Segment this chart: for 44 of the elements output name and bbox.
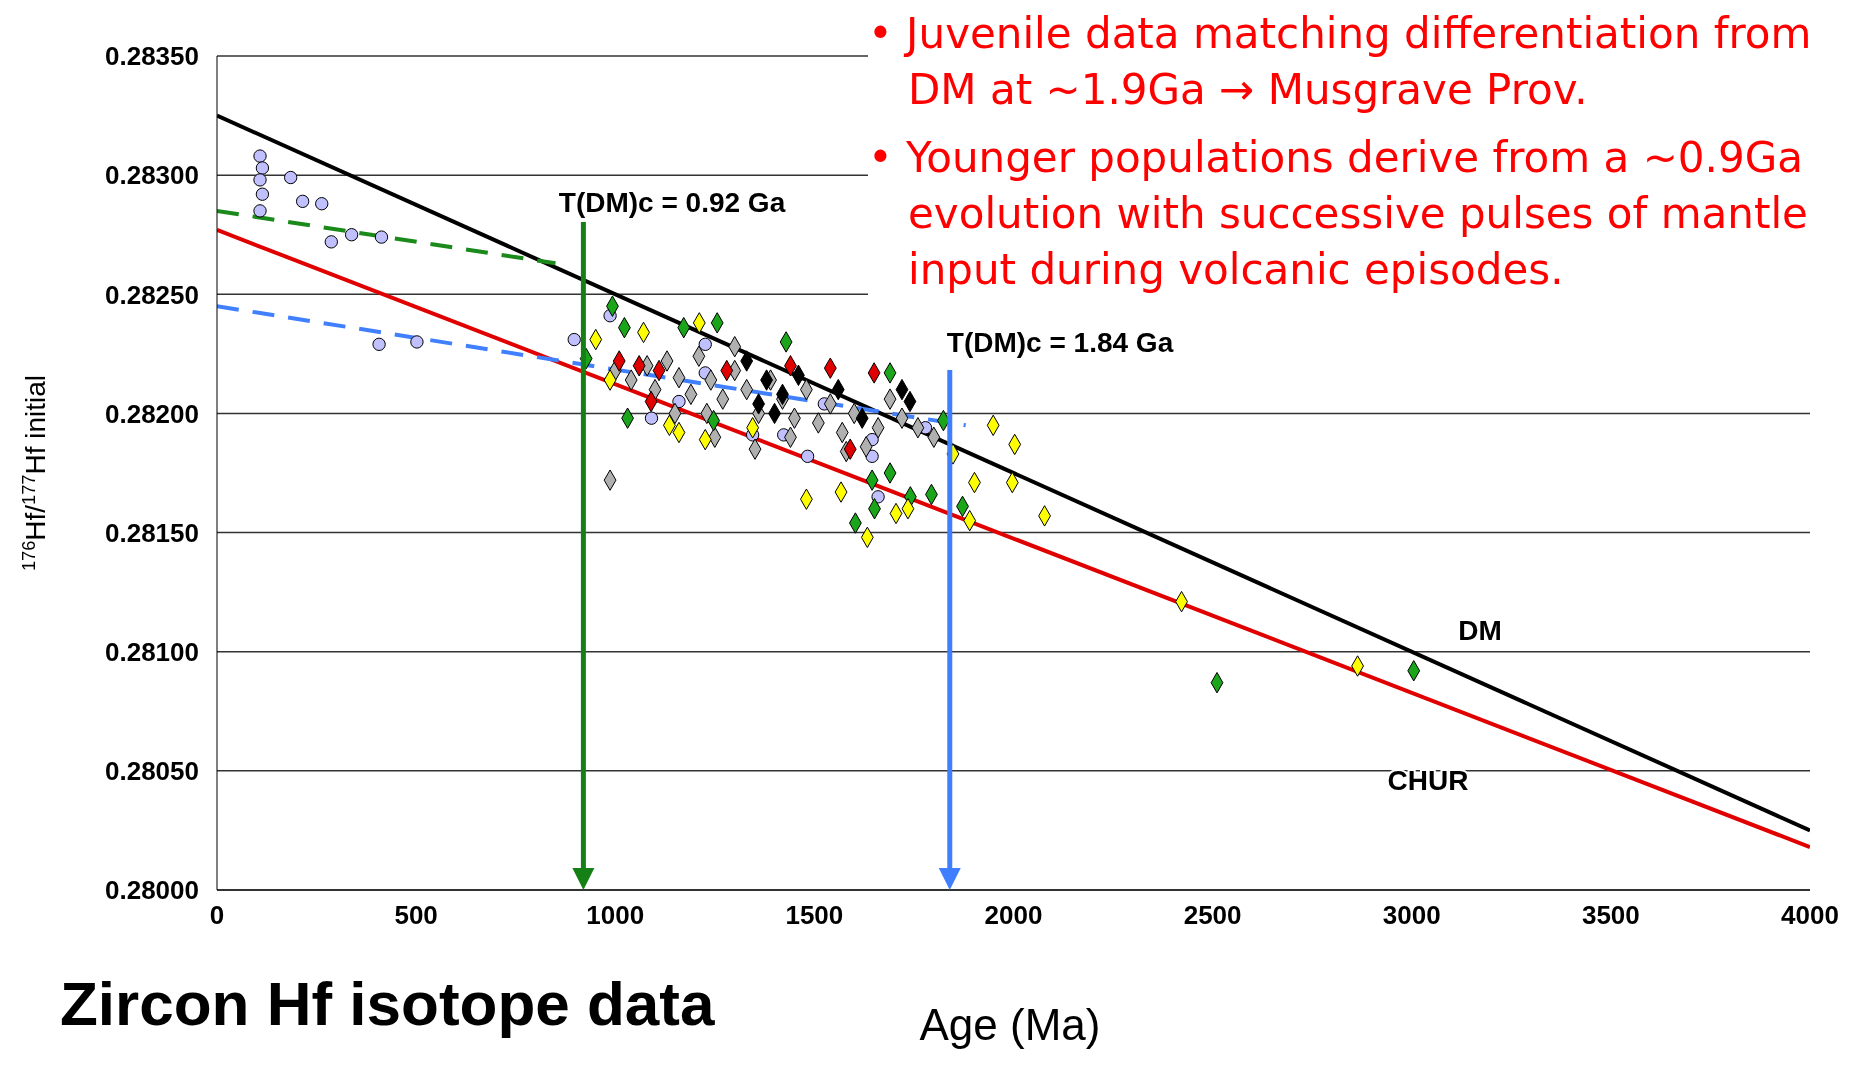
x-tick-label: 4000 — [1781, 900, 1839, 930]
point — [567, 332, 581, 347]
y-tick-label: 0.28350 — [105, 41, 199, 72]
x-tick-label: 0 — [209, 900, 225, 930]
point — [284, 170, 298, 185]
y-tick-label: 0.28150 — [105, 517, 199, 548]
point — [800, 449, 815, 463]
point — [253, 149, 267, 163]
x-axis-title: Age (Ma) — [919, 1000, 1101, 1049]
y-tick-label: 0.28000 — [105, 875, 199, 906]
annotation: • Juvenile data matching differentiation from DM at ~1.9Ga → Musgrave Prov. — [868, 8, 1813, 116]
x-tick-label: 2500 — [1183, 900, 1242, 930]
point — [253, 173, 267, 187]
y-tick-label: 0.28100 — [105, 636, 199, 667]
annotation: CHUR — [1387, 765, 1469, 796]
annotation: T(DM)c = 0.92 Ga — [558, 187, 786, 218]
point — [253, 204, 267, 218]
x-tick-label: 1500 — [785, 900, 844, 930]
y-tick-label: 0.28200 — [105, 398, 199, 429]
text: Zircon Hf isotope data — [60, 969, 715, 1038]
x-tick-label: 500 — [394, 900, 438, 930]
point — [374, 230, 389, 244]
annotation: • Younger populations derive from a ~0.9Ga evolution with successive pulses of mantle input during volcanic episodes. — [868, 132, 1809, 296]
point — [344, 228, 359, 242]
annotation: T(DM)c = 1.84 Ga — [946, 327, 1174, 358]
x-tick-label: 3500 — [1581, 900, 1640, 930]
point — [255, 161, 270, 175]
point — [410, 335, 424, 349]
point — [871, 490, 885, 504]
point — [315, 197, 329, 211]
point — [372, 337, 386, 351]
annotation: DM — [1458, 615, 1502, 646]
y-tick-label: 0.28250 — [105, 279, 199, 310]
point — [255, 187, 270, 201]
y-tick-label: 0.28300 — [105, 160, 199, 191]
point — [324, 235, 338, 249]
point — [644, 411, 659, 425]
point — [698, 337, 712, 351]
x-tick-label: 3000 — [1382, 900, 1441, 930]
point — [295, 194, 310, 209]
x-tick-label: 1000 — [586, 900, 645, 930]
y-tick-label: 0.28050 — [105, 756, 199, 787]
point — [672, 394, 686, 409]
x-tick-label: 2000 — [984, 900, 1043, 930]
